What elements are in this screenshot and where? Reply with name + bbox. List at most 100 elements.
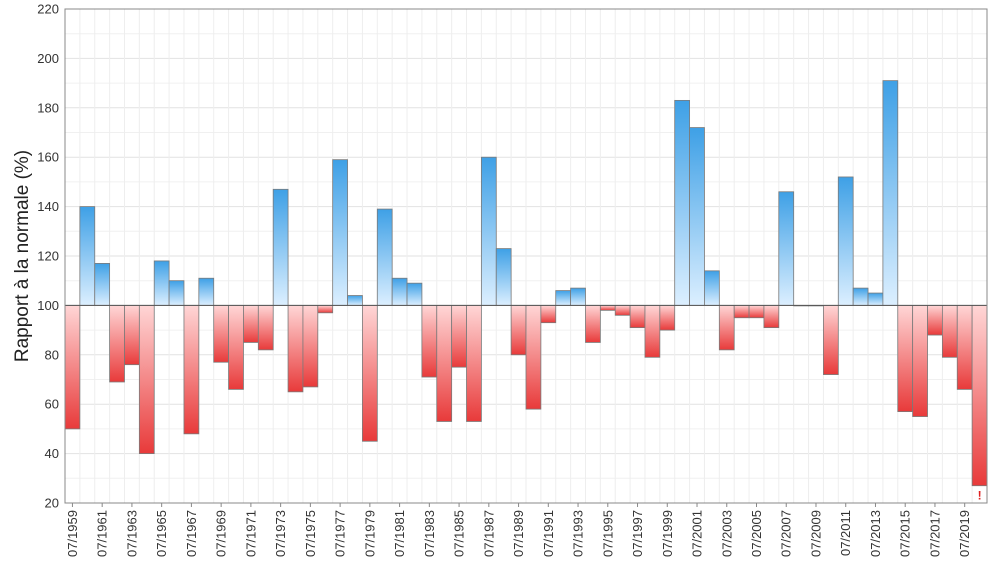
x-tick-label: 07/2019 bbox=[957, 510, 972, 557]
y-axis-ticks: 20 40 60 80 100 120 140 160 180 200 220 bbox=[37, 2, 59, 511]
bar-07-1984 bbox=[436, 304, 453, 422]
bar-07-2017 bbox=[927, 304, 943, 336]
bar-07-1977 bbox=[332, 159, 348, 306]
bar-07-2000 bbox=[674, 99, 690, 306]
x-tick-label: 07/2005 bbox=[749, 510, 764, 557]
x-tick-label: 07/1993 bbox=[571, 510, 586, 557]
bar-07-1968 bbox=[198, 277, 215, 306]
bar-07-2003 bbox=[718, 304, 735, 351]
bar-07-1993 bbox=[570, 287, 586, 306]
x-tick-label: 07/2007 bbox=[779, 510, 794, 557]
x-tick-label: 07/1977 bbox=[333, 510, 348, 557]
bar-07-2020 bbox=[971, 304, 988, 487]
bar-07-1971 bbox=[243, 304, 259, 343]
x-tick-label: 07/1969 bbox=[214, 510, 229, 557]
x-tick-label: 07/1971 bbox=[243, 510, 258, 557]
bar-07-1966 bbox=[168, 280, 185, 306]
bar-07-1960 bbox=[79, 206, 96, 306]
y-tick-label: 160 bbox=[37, 150, 59, 165]
x-tick-label: 07/2015 bbox=[898, 510, 913, 557]
bar-07-2019 bbox=[956, 304, 973, 390]
x-tick-label: 07/1973 bbox=[273, 510, 288, 557]
x-tick-label: 07/1975 bbox=[303, 510, 318, 557]
plot-frame bbox=[64, 8, 988, 504]
x-axis-ticks: 07/1959 07/1961 07/1963 07/1965 07/1967 07/19… bbox=[65, 503, 972, 557]
annotation-marker: ! bbox=[978, 489, 982, 503]
y-axis-label: Rapport à la normale (%) bbox=[12, 150, 33, 362]
y-tick-label: 140 bbox=[37, 199, 59, 214]
x-tick-label: 07/2017 bbox=[927, 510, 942, 557]
y-tick-label: 40 bbox=[45, 446, 59, 461]
x-tick-label: 07/2013 bbox=[868, 510, 883, 557]
bar-07-2010 bbox=[823, 304, 839, 375]
x-tick-label: 07/1995 bbox=[600, 510, 615, 557]
bar-07-1997 bbox=[629, 304, 646, 329]
x-tick-label: 07/1991 bbox=[541, 510, 556, 557]
x-tick-label: 07/1959 bbox=[65, 510, 80, 557]
bar-07-2007 bbox=[778, 191, 795, 306]
bar-07-1976 bbox=[317, 304, 334, 314]
bar-07-2018 bbox=[941, 304, 958, 358]
y-tick-label: 80 bbox=[45, 347, 59, 362]
bar-07-1989 bbox=[510, 304, 527, 356]
bar-07-1959 bbox=[64, 304, 81, 430]
x-tick-label: 07/1965 bbox=[154, 510, 169, 557]
x-tick-label: 07/1997 bbox=[630, 510, 645, 557]
x-tick-label: 07/1979 bbox=[362, 510, 377, 557]
x-tick-label: 07/1967 bbox=[184, 510, 199, 557]
bar-07-1972 bbox=[257, 304, 274, 351]
bar-07-1982 bbox=[406, 282, 423, 306]
y-tick-label: 60 bbox=[45, 397, 59, 412]
bar-07-1979 bbox=[362, 304, 378, 442]
bar-07-2002 bbox=[704, 270, 720, 306]
x-tick-label: 07/1987 bbox=[481, 510, 496, 557]
bar-07-2004 bbox=[733, 304, 750, 319]
bar-07-1978 bbox=[347, 295, 363, 306]
bar-07-1970 bbox=[228, 304, 244, 390]
bar-07-2011 bbox=[837, 176, 854, 306]
y-tick-label: 20 bbox=[45, 496, 59, 511]
x-tick-label: 07/1963 bbox=[124, 510, 139, 557]
x-tick-label: 07/2001 bbox=[690, 510, 705, 557]
bar-07-1988 bbox=[495, 248, 512, 306]
bar-07-1986 bbox=[466, 304, 482, 422]
y-tick-label: 220 bbox=[37, 2, 59, 17]
x-tick-label: 07/2003 bbox=[719, 510, 734, 557]
x-tick-label: 07/2011 bbox=[838, 510, 853, 556]
bar-07-1961 bbox=[94, 263, 111, 306]
bar-07-2001 bbox=[689, 127, 705, 306]
bars bbox=[64, 80, 988, 487]
y-tick-label: 120 bbox=[37, 249, 59, 264]
bar-07-1980 bbox=[376, 208, 393, 306]
bar-07-1963 bbox=[124, 304, 140, 366]
bar-07-1973 bbox=[272, 188, 289, 306]
bar-07-1967 bbox=[183, 304, 200, 435]
bar-07-2013 bbox=[867, 292, 884, 306]
bar-07-1974 bbox=[287, 304, 304, 393]
bar-07-1991 bbox=[540, 304, 557, 324]
x-tick-label: 07/1989 bbox=[511, 510, 526, 557]
x-tick-label: 07/2009 bbox=[808, 510, 823, 557]
bar-07-1992 bbox=[555, 290, 572, 306]
annotations: ! bbox=[978, 489, 982, 503]
bar-07-2016 bbox=[912, 304, 928, 417]
y-tick-label: 180 bbox=[37, 100, 59, 115]
bar-07-2014 bbox=[882, 80, 899, 306]
bar-07-1987 bbox=[480, 156, 497, 306]
x-tick-label: 07/1983 bbox=[422, 510, 437, 557]
bar-07-1999 bbox=[659, 304, 676, 331]
x-tick-label: 07/1999 bbox=[660, 510, 675, 557]
x-tick-label: 07/1961 bbox=[95, 510, 110, 557]
bar-07-1996 bbox=[614, 304, 631, 316]
bar-07-1981 bbox=[391, 277, 408, 306]
bar-07-1998 bbox=[644, 304, 661, 358]
bar-07-1995 bbox=[599, 304, 616, 311]
bar-07-1994 bbox=[585, 304, 601, 343]
bar-07-1990 bbox=[525, 304, 542, 410]
bar-07-1962 bbox=[109, 304, 125, 383]
y-tick-label: 100 bbox=[37, 298, 59, 313]
x-tick-label: 07/1985 bbox=[452, 510, 467, 557]
bar-07-2006 bbox=[763, 304, 780, 329]
bar-07-1964 bbox=[138, 304, 155, 454]
bar-07-1983 bbox=[421, 304, 438, 378]
